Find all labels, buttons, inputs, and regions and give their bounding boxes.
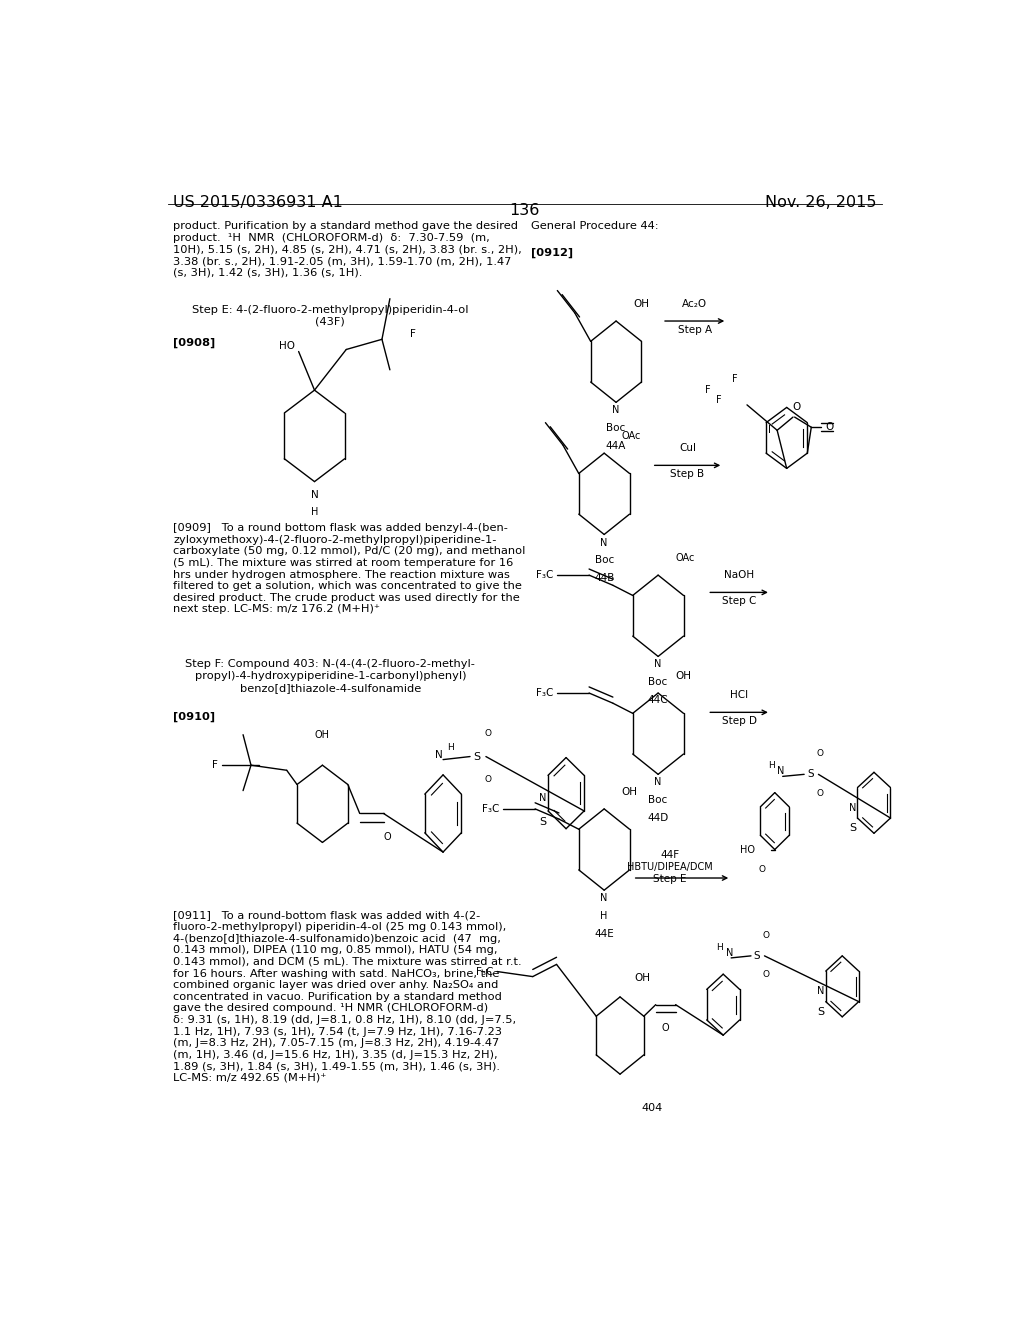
Text: Boc: Boc: [606, 422, 626, 433]
Text: Boc: Boc: [648, 795, 668, 805]
Text: 44D: 44D: [647, 813, 669, 822]
Text: I: I: [768, 425, 771, 436]
Text: H: H: [447, 743, 454, 752]
Text: Step E: 4-(2-fluoro-2-methylpropyl)piperidin-4-ol
(43F): Step E: 4-(2-fluoro-2-methylpropyl)piper…: [193, 305, 469, 326]
Text: F₃C: F₃C: [536, 688, 553, 698]
Text: N: N: [435, 750, 443, 759]
Text: US 2015/0336931 A1: US 2015/0336931 A1: [173, 195, 343, 210]
Text: General Procedure 44:: General Procedure 44:: [531, 222, 658, 231]
Text: 44E: 44E: [594, 929, 614, 939]
Text: 404: 404: [641, 1102, 663, 1113]
Text: H: H: [600, 911, 608, 920]
Text: S: S: [473, 751, 480, 762]
Text: S: S: [539, 817, 546, 826]
Text: F₃C: F₃C: [482, 804, 500, 814]
Text: O: O: [662, 1023, 669, 1034]
Text: [0908]: [0908]: [173, 338, 215, 347]
Text: N: N: [777, 767, 784, 776]
Text: H: H: [717, 942, 723, 952]
Text: H: H: [311, 507, 318, 517]
Text: N: N: [654, 777, 662, 788]
Text: O: O: [484, 775, 492, 784]
Text: N: N: [612, 405, 620, 416]
Text: HO: HO: [279, 342, 295, 351]
Text: N: N: [654, 660, 662, 669]
Text: N: N: [539, 793, 546, 804]
Text: S: S: [754, 950, 760, 961]
Text: Step D: Step D: [722, 717, 757, 726]
Text: O: O: [816, 748, 823, 758]
Text: S: S: [849, 824, 856, 833]
Text: CuI: CuI: [679, 444, 696, 453]
Text: OH: OH: [634, 973, 650, 982]
Text: F₃C: F₃C: [476, 966, 494, 977]
Text: O: O: [384, 832, 391, 842]
Text: product. Purification by a standard method gave the desired
product.  ¹H  NMR  (: product. Purification by a standard meth…: [173, 222, 522, 277]
Text: Step B: Step B: [671, 470, 705, 479]
Text: Step F: Compound 403: N-(4-(4-(2-fluoro-2-methyl-
propyl)-4-hydroxypiperidine-1-: Step F: Compound 403: N-(4-(4-(2-fluoro-…: [185, 660, 475, 693]
Text: N: N: [817, 986, 824, 997]
Text: HO: HO: [740, 845, 755, 854]
Text: O: O: [825, 422, 834, 432]
Text: Boc: Boc: [595, 554, 613, 565]
Text: F: F: [212, 760, 218, 770]
Text: OAc: OAc: [622, 430, 641, 441]
Text: Boc: Boc: [648, 677, 668, 686]
Text: [0911]   To a round-bottom flask was added with 4-(2-
fluoro-2-methylpropyl) pip: [0911] To a round-bottom flask was added…: [173, 911, 522, 1082]
Text: OH: OH: [315, 730, 330, 739]
Text: [0910]: [0910]: [173, 711, 215, 722]
Text: F: F: [717, 395, 722, 405]
Text: O: O: [816, 788, 823, 797]
Text: O: O: [793, 403, 801, 412]
Text: N: N: [310, 490, 318, 500]
Text: H: H: [768, 762, 775, 771]
Text: S: S: [807, 770, 814, 779]
Text: O: O: [763, 931, 770, 940]
Text: 136: 136: [510, 203, 540, 218]
Text: Step E: Step E: [653, 874, 687, 884]
Text: 44B: 44B: [594, 573, 614, 583]
Text: 44A: 44A: [606, 441, 627, 451]
Text: Ac₂O: Ac₂O: [682, 298, 708, 309]
Text: N: N: [849, 803, 856, 813]
Text: N: N: [726, 948, 733, 958]
Text: OH: OH: [634, 298, 649, 309]
Text: NaOH: NaOH: [724, 570, 754, 581]
Text: Step A: Step A: [678, 325, 712, 335]
Text: S: S: [817, 1007, 824, 1016]
Text: OH: OH: [622, 787, 638, 797]
Text: F: F: [705, 384, 710, 395]
Text: Nov. 26, 2015: Nov. 26, 2015: [765, 195, 877, 210]
Text: OH: OH: [676, 671, 691, 681]
Text: F: F: [410, 329, 416, 339]
Text: HBTU/DIPEA/DCM: HBTU/DIPEA/DCM: [627, 862, 713, 873]
Text: Step C: Step C: [722, 597, 757, 606]
Text: 44F: 44F: [660, 850, 680, 859]
Text: 44C: 44C: [648, 696, 669, 705]
Text: N: N: [600, 537, 608, 548]
Text: OAc: OAc: [676, 553, 695, 562]
Text: O: O: [763, 970, 770, 979]
Text: [0909]   To a round bottom flask was added benzyl-4-(ben-
zyloxymethoxy)-4-(2-fl: [0909] To a round bottom flask was added…: [173, 523, 525, 615]
Text: F: F: [732, 375, 738, 384]
Text: O: O: [484, 729, 492, 738]
Text: O: O: [759, 865, 766, 874]
Text: HCl: HCl: [730, 690, 749, 700]
Text: [0912]: [0912]: [531, 248, 573, 259]
Text: F₃C: F₃C: [536, 570, 553, 579]
Text: N: N: [600, 894, 608, 903]
